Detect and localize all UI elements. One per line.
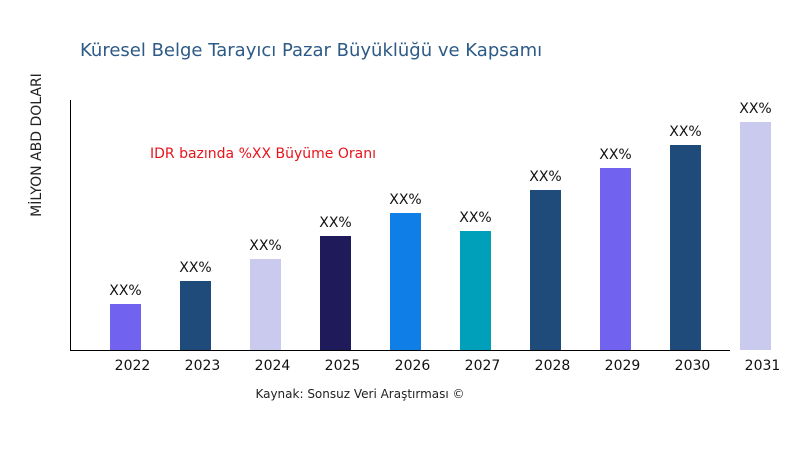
x-tick-label-2029: 2029	[605, 358, 641, 374]
bar-2022	[110, 304, 141, 350]
bar-2028	[530, 190, 561, 350]
bar-2023	[180, 281, 211, 350]
bar-2031	[740, 122, 771, 350]
source-note: Kaynak: Sonsuz Veri Araştırması ©	[255, 387, 465, 401]
bar-2026	[390, 213, 421, 350]
x-tick-label-2026: 2026	[395, 358, 431, 374]
x-tick-label-2028: 2028	[535, 358, 571, 374]
data-label-2031: XX%	[739, 101, 771, 117]
growth-rate-annotation: IDR bazında %XX Büyüme Oranı	[150, 146, 376, 162]
data-label-2030: XX%	[669, 124, 701, 140]
data-label-2027: XX%	[459, 210, 491, 226]
x-tick-label-2031: 2031	[745, 358, 781, 374]
data-label-2028: XX%	[529, 169, 561, 185]
x-tick-label-2022: 2022	[115, 358, 151, 374]
data-label-2029: XX%	[599, 147, 631, 163]
bar-2025	[320, 236, 351, 350]
data-label-2023: XX%	[179, 260, 211, 276]
data-label-2024: XX%	[249, 238, 281, 254]
x-tick-label-2024: 2024	[255, 358, 291, 374]
data-label-2025: XX%	[319, 215, 351, 231]
x-tick-label-2023: 2023	[185, 358, 221, 374]
x-tick-label-2030: 2030	[675, 358, 711, 374]
bar-2024	[250, 259, 281, 350]
chart-title: Küresel Belge Tarayıcı Pazar Büyüklüğü v…	[80, 40, 543, 61]
bar-2030	[670, 145, 701, 350]
x-tick-label-2025: 2025	[325, 358, 361, 374]
bar-2029	[600, 168, 631, 350]
bar-2027	[460, 231, 491, 350]
data-label-2026: XX%	[389, 192, 421, 208]
x-tick-label-2027: 2027	[465, 358, 501, 374]
data-label-2022: XX%	[109, 283, 141, 299]
